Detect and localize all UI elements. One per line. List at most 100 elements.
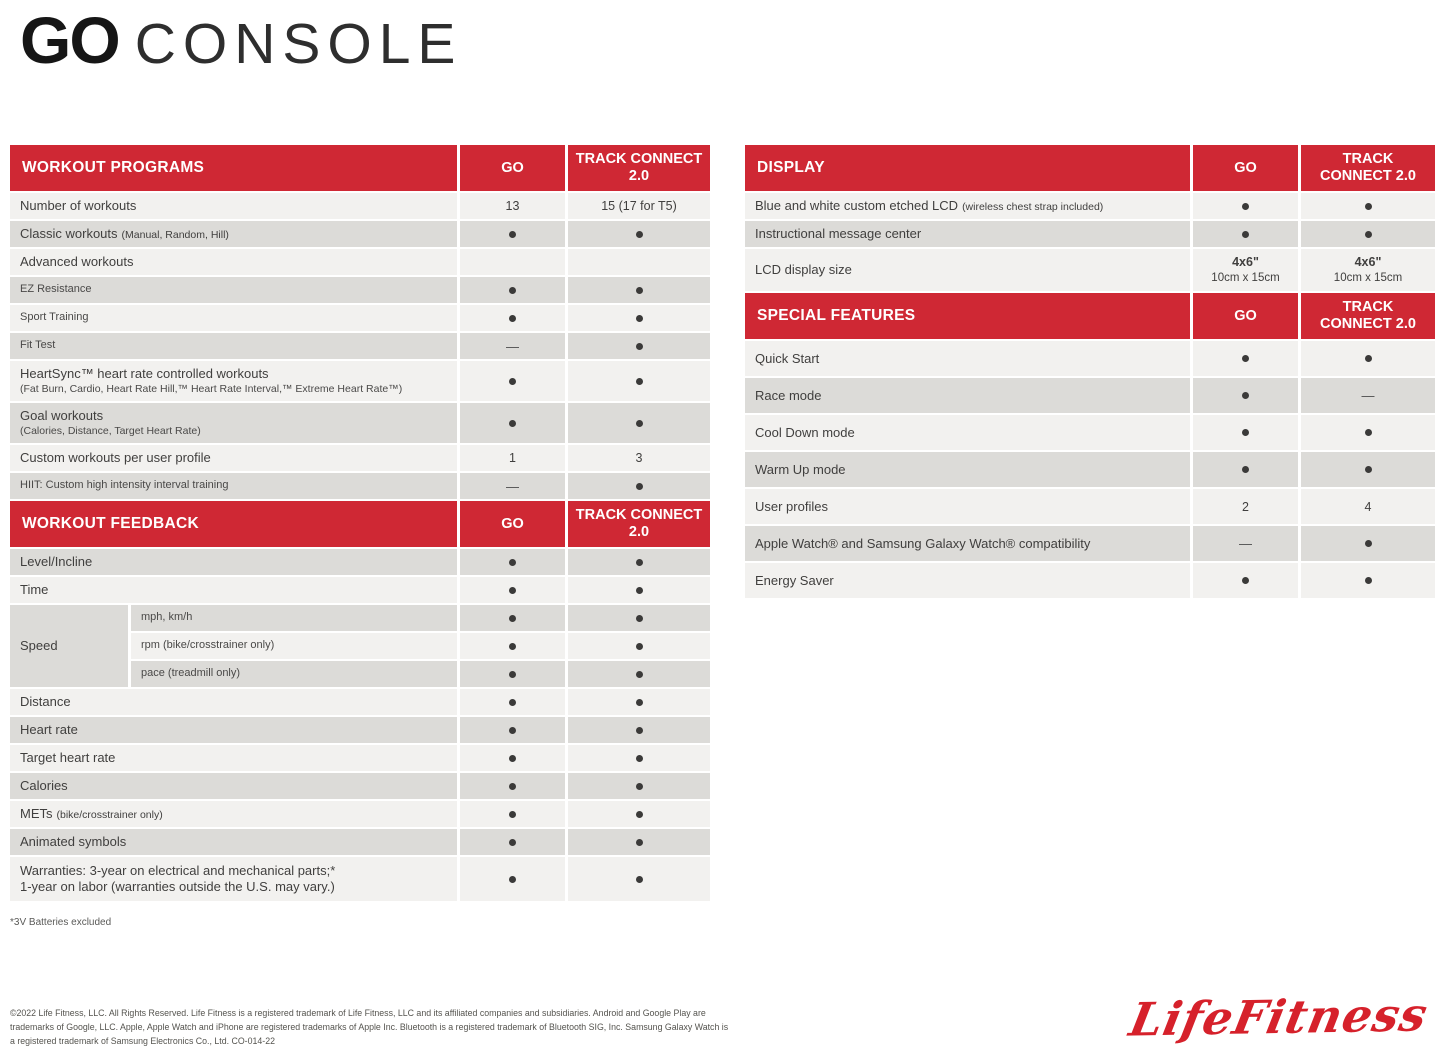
track-value-cell xyxy=(568,403,710,443)
row-label-main: Level/Incline xyxy=(20,554,93,570)
table-row: Heart rate xyxy=(10,717,710,743)
included-dot-icon xyxy=(635,670,643,678)
included-dot-icon xyxy=(1364,466,1372,473)
go-value-cell xyxy=(460,305,565,331)
included-dot-icon xyxy=(635,875,643,883)
track-value-cell xyxy=(1301,563,1435,598)
row-label-main: mph, km/h xyxy=(141,611,193,624)
table-row: Cool Down mode xyxy=(745,415,1435,450)
row-label-text: HIIT: Custom high intensity interval tra… xyxy=(20,479,457,492)
section-header: WORKOUT PROGRAMS xyxy=(10,145,457,191)
table-row: Time xyxy=(10,577,710,603)
row-label: Blue and white custom etched LCD (wireles… xyxy=(745,193,1190,219)
legal-line: a registered trademark of Samsung Electr… xyxy=(10,1036,276,1047)
row-label-text: Time xyxy=(20,582,457,598)
table-row: HIIT: Custom high intensity interval tra… xyxy=(10,473,710,499)
display-table: DISPLAY GO TRACK CONNECT 2.0 Blue and white… xyxy=(745,145,1435,291)
table-row: Custom workouts per user profile 1 3 xyxy=(10,445,710,471)
row-label-text: Sport Training xyxy=(20,311,457,324)
row-label-text: Level/Incline xyxy=(20,554,457,570)
not-included-dash-icon: — xyxy=(1239,536,1252,551)
included-dot-icon xyxy=(1364,355,1372,362)
track-value-cell xyxy=(568,773,710,799)
go-value-cell xyxy=(460,577,565,603)
table-row: Warranties: 3-year on electrical and mec… xyxy=(10,857,710,901)
row-label: Apple Watch® and Samsung Galaxy Watch® c… xyxy=(745,526,1190,561)
row-label: Energy Saver xyxy=(745,563,1190,598)
row-label-main: Time xyxy=(20,582,49,598)
included-dot-icon xyxy=(635,614,643,622)
value-main: 4x6" xyxy=(1232,255,1259,269)
go-value-cell: 2 xyxy=(1193,489,1298,524)
row-label-text: Classic workouts (Manual, Random, Hill) xyxy=(20,226,457,242)
included-dot-icon xyxy=(635,726,643,734)
go-value-cell xyxy=(460,829,565,855)
table-row: Advanced workouts xyxy=(10,249,710,275)
track-value-cell xyxy=(568,717,710,743)
track-value-cell xyxy=(568,221,710,247)
value-main: 4x6" xyxy=(1354,255,1382,269)
row-label-text: Target heart rate xyxy=(20,750,457,766)
right-column: DISPLAY GO TRACK CONNECT 2.0 Blue and white… xyxy=(745,145,1435,598)
track-value-cell xyxy=(568,361,710,401)
included-dot-icon xyxy=(1242,202,1249,210)
row-label: Warm Up mode xyxy=(745,452,1190,487)
section-header-row: DISPLAY GO TRACK CONNECT 2.0 xyxy=(745,145,1435,191)
track-value-cell xyxy=(1301,221,1435,247)
go-value-cell xyxy=(1193,341,1298,376)
track-value-cell xyxy=(568,305,710,331)
go-value-cell xyxy=(1193,415,1298,450)
row-label-main: Sport Training xyxy=(20,311,89,324)
not-included-dash-icon: — xyxy=(1361,388,1375,403)
life-fitness-logo: LifeFitness xyxy=(1125,987,1433,1047)
row-label-text: METs (bike/crosstrainer only) xyxy=(20,806,457,822)
row-label: Classic workouts (Manual, Random, Hill) xyxy=(10,221,457,247)
special-features-table: SPECIAL FEATURES GO TRACK CONNECT 2.0 Quick… xyxy=(745,293,1435,598)
included-dot-icon xyxy=(1242,466,1249,473)
workout-feedback-table: WORKOUT FEEDBACK GO TRACK CONNECT 2.0 Level… xyxy=(10,501,710,901)
row-label-main: Calories xyxy=(20,778,68,794)
included-dot-icon xyxy=(635,754,643,762)
track-value-cell xyxy=(568,661,710,687)
row-label-main: METs xyxy=(20,806,53,822)
section-header: WORKOUT FEEDBACK xyxy=(10,501,457,547)
row-label-text: Apple Watch® and Samsung Galaxy Watch® c… xyxy=(755,536,1190,552)
included-dot-icon xyxy=(1242,392,1249,399)
table-row: EZ Resistance xyxy=(10,277,710,303)
section-header-row: WORKOUT PROGRAMS GO TRACK CONNECT 2.0 xyxy=(10,145,710,191)
track-value-cell xyxy=(1301,526,1435,561)
go-value-cell xyxy=(460,633,565,659)
go-value-cell xyxy=(460,801,565,827)
included-dot-icon xyxy=(1364,202,1372,210)
row-label-main: Blue and white custom etched LCD xyxy=(755,198,959,214)
footnote: *3V Batteries excluded xyxy=(10,917,112,928)
go-value-cell xyxy=(1193,221,1298,247)
included-dot-icon xyxy=(509,670,516,678)
track-value-cell xyxy=(568,577,710,603)
row-label: HIIT: Custom high intensity interval tra… xyxy=(10,473,457,499)
track-column-header: TRACK CONNECT 2.0 xyxy=(568,501,710,547)
included-dot-icon xyxy=(1364,429,1372,436)
row-label-text: Warm Up mode xyxy=(755,462,1190,478)
row-label-main: Classic workouts xyxy=(20,226,118,242)
go-column-header: GO xyxy=(460,501,565,547)
row-label-text: Heart rate xyxy=(20,722,457,738)
included-dot-icon xyxy=(509,698,516,706)
included-dot-icon xyxy=(509,642,516,650)
go-value-cell xyxy=(460,221,565,247)
table-row: Instructional message center xyxy=(745,221,1435,247)
included-dot-icon xyxy=(635,838,643,846)
row-label-paren: (bike/crosstrainer only) xyxy=(56,809,163,822)
go-value-cell: 4x6" 10cm x 15cm xyxy=(1193,249,1298,291)
row-label-paren: (Manual, Random, Hill) xyxy=(121,229,229,242)
row-label: Speed xyxy=(10,605,128,687)
go-value-cell: — xyxy=(1193,526,1298,561)
included-dot-icon xyxy=(509,726,516,734)
row-label-main: Warm Up mode xyxy=(755,461,846,477)
included-dot-icon xyxy=(1242,577,1249,584)
track-value-cell xyxy=(568,689,710,715)
row-label: Goal workouts (Calories, Distance, Target… xyxy=(10,403,457,443)
row-label-text: Instructional message center xyxy=(755,226,1190,242)
included-dot-icon xyxy=(1242,429,1249,436)
included-dot-icon xyxy=(635,698,643,706)
